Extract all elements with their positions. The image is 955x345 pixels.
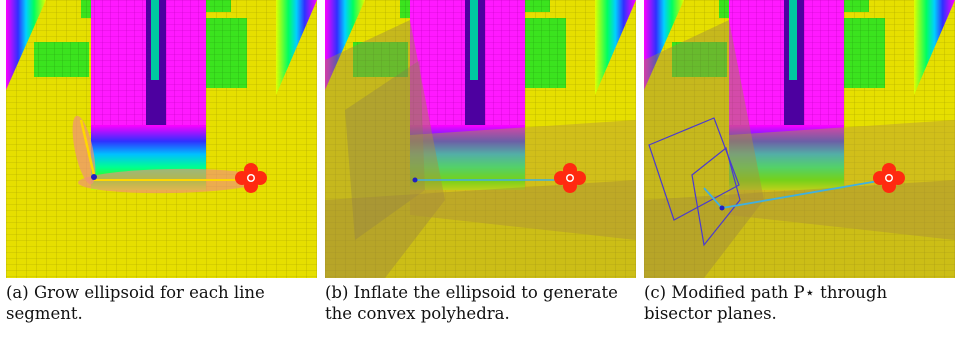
polyhedron <box>345 60 425 240</box>
caption-b: (b) Inflate the ellipsoid to generate th… <box>325 283 624 323</box>
bisector-plane <box>691 146 741 247</box>
polyhedron <box>325 20 445 278</box>
polyhedron <box>644 20 764 278</box>
polyhedron <box>325 180 636 278</box>
panel-b-image <box>325 0 636 278</box>
path-segment <box>79 119 96 176</box>
caption-a: (a) Grow ellipsoid for each line segment… <box>6 283 271 323</box>
polyhedron <box>729 120 955 240</box>
panel-a-image <box>6 0 317 278</box>
bisector-plane <box>648 117 740 221</box>
caption-c: (c) Modified path P⋆ through bisector pl… <box>644 283 893 323</box>
ellipsoid-vertical <box>72 115 96 185</box>
panel-c-image <box>644 0 955 278</box>
polyhedron <box>644 180 955 278</box>
